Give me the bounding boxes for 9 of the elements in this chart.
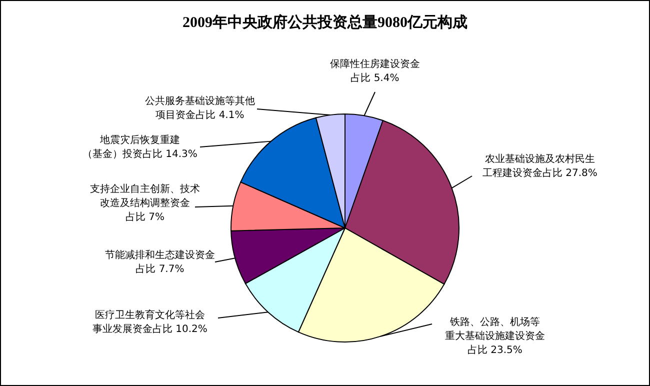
slice-label: 铁路、公路、机场等重大基础设施建设资金占比 23.5% (445, 316, 545, 356)
slice-label: 保障性住房建设资金占比 5.4% (330, 58, 420, 84)
slice-label: 农业基础设施及农村民生工程建设资金占比 27.8% (482, 153, 598, 179)
slice-label: 地震灾后恢复重建（基金）投资占比 14.3% (82, 134, 198, 160)
slice-label: 公共服务基础设施等其他项目资金占比 4.1% (145, 95, 255, 121)
slice-label: 医疗卫生教育文化等社会事业发展资金占比 10.2% (92, 309, 208, 335)
slice-label: 节能减排和生态建设资金占比 7.7% (105, 249, 215, 275)
slice-label: 支持企业自主创新、技术改造及结构调整资金占比 7% (90, 183, 200, 223)
chart-title: 2009年中央政府公共投资总量9080亿元构成 (182, 13, 468, 31)
